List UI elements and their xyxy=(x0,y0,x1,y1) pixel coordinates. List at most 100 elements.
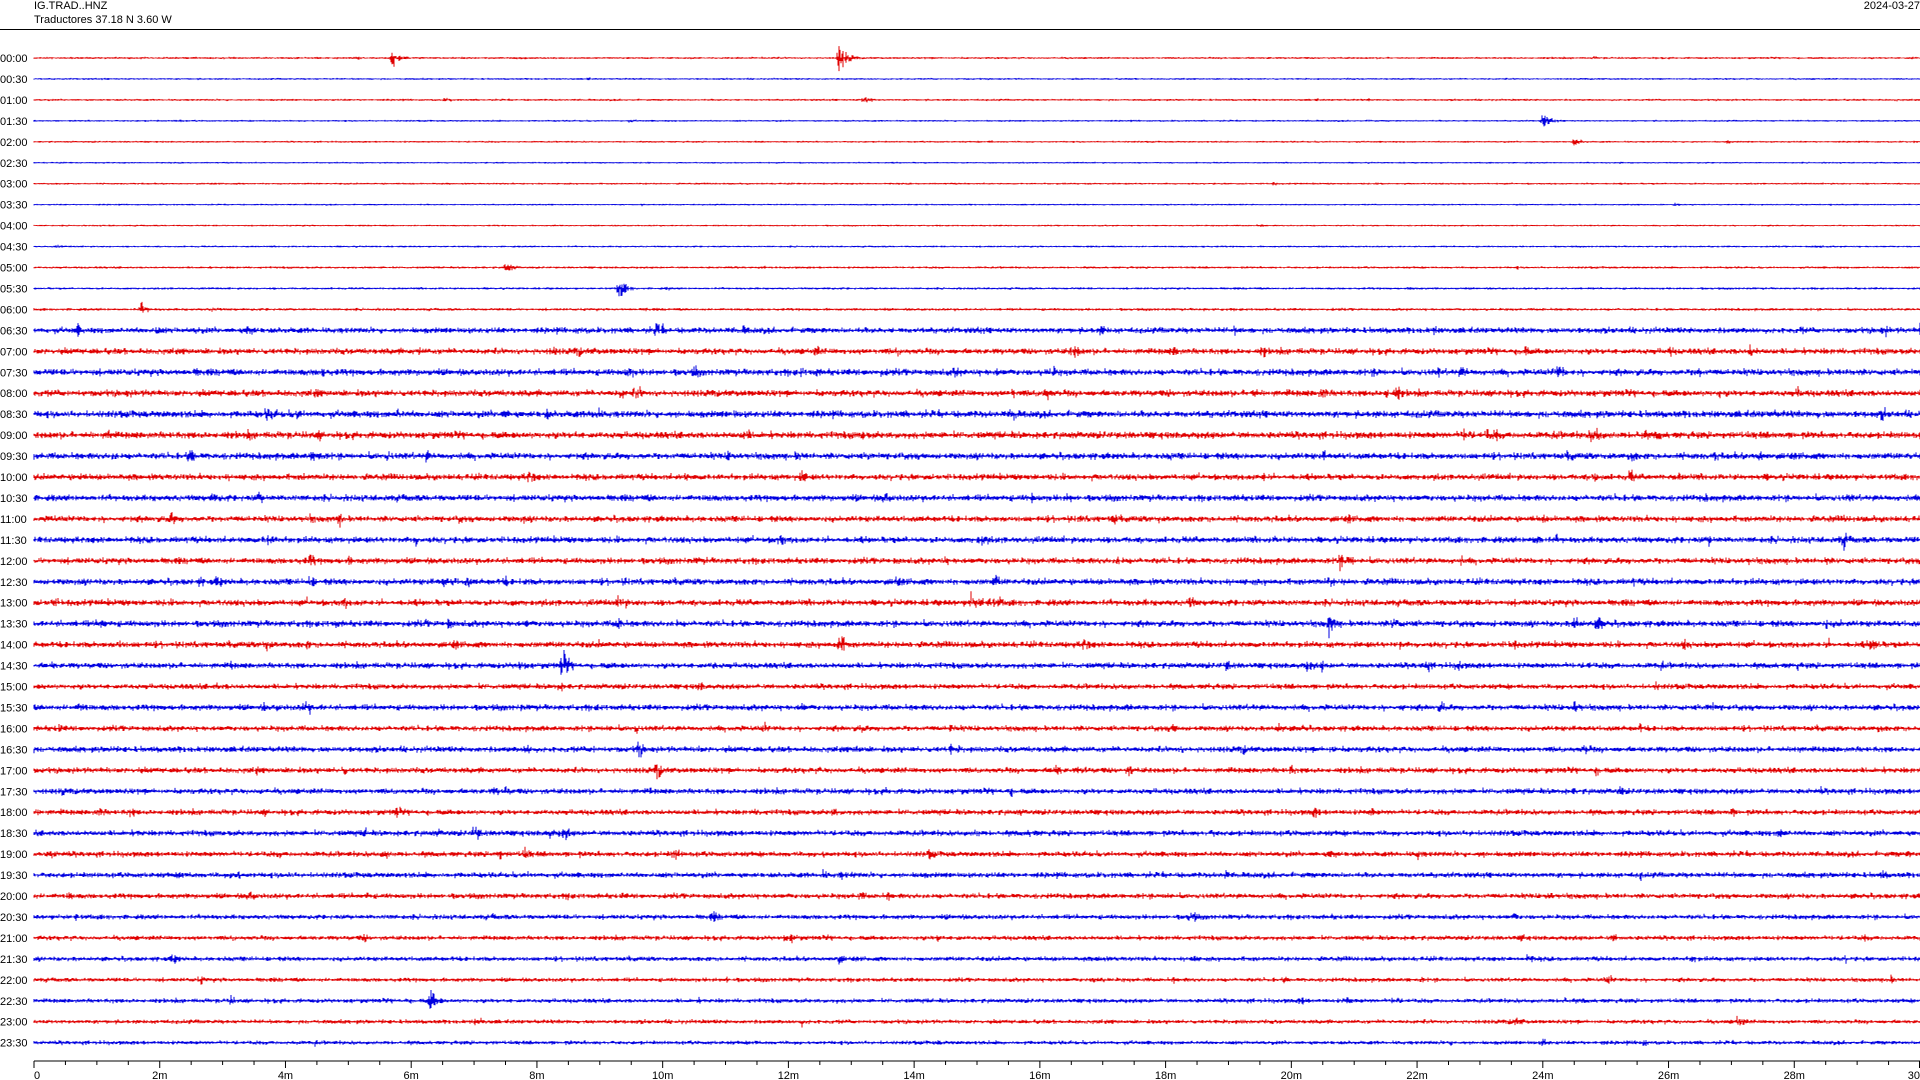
row-label: 02:30 xyxy=(0,158,28,170)
x-tick-label: 10m xyxy=(652,1070,673,1080)
trace-row-0800 xyxy=(33,386,1920,401)
trace-row-1530 xyxy=(33,701,1920,715)
trace-row-0900 xyxy=(33,427,1920,443)
x-tick-label: 28m xyxy=(1784,1070,1805,1080)
trace-row-0430 xyxy=(33,244,1920,248)
chart-header: IG.TRAD..HNZ Traductores 37.18 N 3.60 W … xyxy=(0,0,1920,30)
trace-row-1000 xyxy=(33,469,1920,483)
row-label: 10:30 xyxy=(0,493,28,505)
trace-row-0630 xyxy=(33,322,1920,338)
row-label: 19:30 xyxy=(0,870,28,882)
row-label: 01:00 xyxy=(0,95,28,107)
row-label: 06:00 xyxy=(0,304,28,316)
row-label: 09:30 xyxy=(0,451,28,463)
row-label: 15:30 xyxy=(0,702,28,714)
row-label: 11:30 xyxy=(0,535,27,547)
row-label: 18:00 xyxy=(0,807,28,819)
row-label: 07:30 xyxy=(0,367,28,379)
row-label: 14:30 xyxy=(0,661,28,673)
row-label: 16:00 xyxy=(0,723,28,735)
x-tick-label: 22m xyxy=(1406,1070,1427,1080)
trace-row-1030 xyxy=(33,491,1920,504)
trace-row-1430 xyxy=(33,650,1920,675)
row-label: 05:00 xyxy=(0,263,28,275)
trace-row-2200 xyxy=(33,974,1920,985)
x-tick-label: 26m xyxy=(1658,1070,1679,1080)
row-label: 10:00 xyxy=(0,472,28,484)
station-info: Traductores 37.18 N 3.60 W xyxy=(34,14,172,26)
row-label: 12:00 xyxy=(0,556,28,568)
row-label: 22:00 xyxy=(0,975,28,987)
trace-row-0530 xyxy=(33,283,1920,297)
x-tick-label: 20m xyxy=(1281,1070,1302,1080)
row-label: 03:00 xyxy=(0,179,28,191)
row-label: 08:00 xyxy=(0,388,28,400)
trace-row-0600 xyxy=(33,301,1920,313)
trace-row-1500 xyxy=(33,681,1920,692)
trace-row-1600 xyxy=(33,721,1920,734)
x-tick-label: 0 xyxy=(34,1070,40,1080)
row-label: 04:00 xyxy=(0,221,28,233)
row-label: 13:00 xyxy=(0,598,28,610)
trace-row-1630 xyxy=(33,741,1920,758)
row-label: 05:30 xyxy=(0,283,28,295)
trace-row-0700 xyxy=(33,344,1920,358)
date-label: 2024-03-27 xyxy=(1863,0,1920,12)
trace-row-1900 xyxy=(33,846,1920,861)
trace-row-0000 xyxy=(33,46,1920,72)
trace-row-1930 xyxy=(33,869,1920,881)
trace-row-0500 xyxy=(33,264,1920,271)
row-label: 00:00 xyxy=(0,53,28,65)
trace-row-0230 xyxy=(33,161,1920,164)
x-tick-label: 30 xyxy=(1908,1070,1920,1080)
trace-row-2130 xyxy=(33,954,1920,965)
row-label: 16:30 xyxy=(0,744,28,756)
row-label: 21:00 xyxy=(0,933,28,945)
row-label: 11:00 xyxy=(0,514,27,526)
x-tick-label: 8m xyxy=(529,1070,544,1080)
trace-row-0830 xyxy=(33,407,1920,421)
trace-row-1130 xyxy=(33,532,1920,551)
trace-row-1830 xyxy=(33,826,1920,841)
row-label: 20:30 xyxy=(0,912,28,924)
trace-row-0200 xyxy=(33,139,1920,146)
trace-row-2000 xyxy=(33,891,1920,901)
trace-row-1400 xyxy=(33,636,1920,652)
row-label: 20:00 xyxy=(0,891,28,903)
x-tick-label: 12m xyxy=(778,1070,799,1080)
row-label: 23:00 xyxy=(0,1017,28,1029)
trace-row-1730 xyxy=(33,786,1920,797)
row-label: 15:00 xyxy=(0,682,28,694)
trace-row-2300 xyxy=(33,1015,1920,1028)
trace-row-1230 xyxy=(33,574,1920,588)
row-label: 12:30 xyxy=(0,577,28,589)
x-tick-label: 24m xyxy=(1532,1070,1553,1080)
row-label: 21:30 xyxy=(0,954,28,966)
trace-row-0400 xyxy=(33,224,1920,227)
x-tick-label: 2m xyxy=(152,1070,167,1080)
row-label: 02:00 xyxy=(0,137,28,149)
x-tick-label: 6m xyxy=(404,1070,419,1080)
trace-row-0930 xyxy=(33,450,1920,463)
trace-group xyxy=(33,46,1920,1047)
trace-row-0100 xyxy=(33,97,1920,103)
trace-row-0130 xyxy=(33,115,1920,127)
row-label: 01:30 xyxy=(0,116,28,128)
row-label: 14:00 xyxy=(0,640,28,652)
trace-row-1100 xyxy=(33,512,1920,528)
row-label: 04:30 xyxy=(0,242,28,254)
trace-row-2100 xyxy=(33,934,1920,944)
x-tick-label: 16m xyxy=(1029,1070,1050,1080)
trace-row-0730 xyxy=(33,365,1920,378)
header-rule xyxy=(0,29,1920,30)
trace-row-2330 xyxy=(33,1038,1920,1047)
trace-row-1800 xyxy=(33,806,1920,818)
trace-row-1700 xyxy=(33,764,1920,780)
row-label: 00:30 xyxy=(0,74,28,86)
row-label: 18:30 xyxy=(0,828,28,840)
row-label: 07:00 xyxy=(0,346,28,358)
trace-row-2030 xyxy=(33,911,1920,922)
x-tick-label: 4m xyxy=(278,1070,293,1080)
row-label: 17:00 xyxy=(0,765,28,777)
